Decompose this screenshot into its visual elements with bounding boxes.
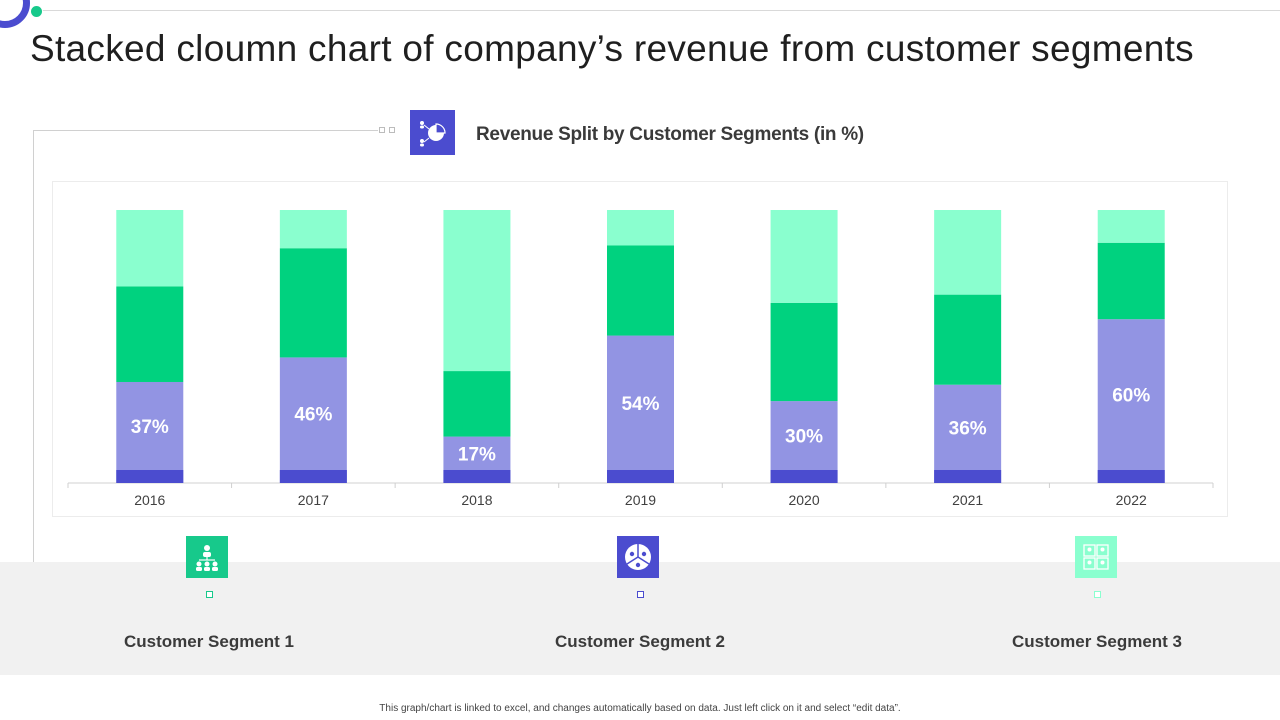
bar-segment-2-2022 — [1097, 242, 1165, 320]
x-tick-label-2019: 2019 — [625, 492, 656, 508]
segment-3-marker — [1094, 591, 1101, 598]
footnote: This graph/chart is linked to excel, and… — [379, 703, 901, 714]
bar-segment-3-2017 — [279, 210, 347, 249]
data-label-2020: 30% — [785, 427, 823, 448]
x-tick-label-2021: 2021 — [952, 492, 983, 508]
data-label-2016: 37% — [131, 417, 169, 438]
segment-2-marker — [637, 591, 644, 598]
organization-people-icon — [186, 536, 228, 578]
bar-segment-3-2022 — [1097, 210, 1165, 243]
corner-ring-decoration — [0, 0, 30, 28]
bar-base-strip-2017 — [279, 470, 347, 483]
pie-people-icon — [617, 536, 659, 578]
bar-segment-1-2022 — [1097, 319, 1165, 483]
bar-segment-3-2019 — [607, 210, 674, 246]
bar-segment-3-2016 — [116, 210, 184, 287]
bar-segment-3-2021 — [934, 210, 1002, 295]
header-divider — [40, 10, 1280, 11]
bar-segment-1-2016 — [116, 381, 184, 483]
frame-square-marker — [389, 127, 395, 133]
bar-base-strip-2020 — [770, 470, 838, 483]
page-title: Stacked cloumn chart of company’s revenu… — [30, 28, 1194, 69]
pie-chart-icon — [410, 110, 455, 155]
segment-legend-band — [0, 562, 1280, 675]
x-tick-label-2022: 2022 — [1116, 492, 1147, 508]
frame-line-top — [33, 130, 378, 131]
data-label-2018: 17% — [458, 444, 496, 465]
bar-segment-3-2020 — [770, 210, 838, 303]
bar-segment-2-2016 — [116, 286, 184, 382]
data-label-2022: 60% — [1112, 386, 1150, 407]
data-label-2017: 46% — [294, 405, 332, 426]
bar-base-strip-2021 — [934, 470, 1002, 483]
data-label-2019: 54% — [621, 394, 659, 415]
bar-segment-1-2017 — [279, 357, 347, 483]
chart-panel: 37% 2016 46% 2017 17% 2018 54% 2019 30% 2020 36% 20… — [52, 181, 1228, 517]
user-grid-icon — [1075, 536, 1117, 578]
bar-segment-3-2018 — [443, 210, 511, 372]
x-tick-label-2020: 2020 — [788, 492, 819, 508]
x-tick-label-2016: 2016 — [134, 492, 165, 508]
frame-square-marker — [379, 127, 385, 133]
bar-segment-2-2020 — [770, 302, 838, 402]
bar-segment-1-2020 — [770, 401, 838, 483]
bar-segment-1-2021 — [934, 384, 1002, 483]
x-tick-label-2017: 2017 — [298, 492, 329, 508]
bar-segment-2-2019 — [607, 245, 674, 336]
bar-base-strip-2018 — [443, 470, 511, 483]
bar-base-strip-2022 — [1097, 470, 1165, 483]
bar-segment-2-2018 — [443, 371, 511, 437]
frame-line-left — [33, 130, 34, 596]
bar-segment-2-2021 — [934, 294, 1002, 385]
segment-1-marker — [206, 591, 213, 598]
segment-1-label: Customer Segment 1 — [123, 632, 295, 651]
stacked-column-chart: 37% 2016 46% 2017 17% 2018 54% 2019 30% 2020 36% 20… — [67, 210, 1214, 508]
segment-2-label: Customer Segment 2 — [554, 632, 726, 651]
corner-dot-decoration — [30, 5, 43, 18]
data-label-2021: 36% — [949, 418, 987, 439]
bar-segment-1-2019 — [607, 335, 674, 483]
bar-base-strip-2016 — [116, 470, 184, 483]
chart-heading: Revenue Split by Customer Segments (in %… — [476, 124, 864, 145]
segment-3-label: Customer Segment 3 — [1011, 632, 1183, 651]
bar-base-strip-2019 — [607, 470, 674, 483]
x-tick-label-2018: 2018 — [461, 492, 492, 508]
bar-segment-2-2017 — [279, 248, 347, 358]
